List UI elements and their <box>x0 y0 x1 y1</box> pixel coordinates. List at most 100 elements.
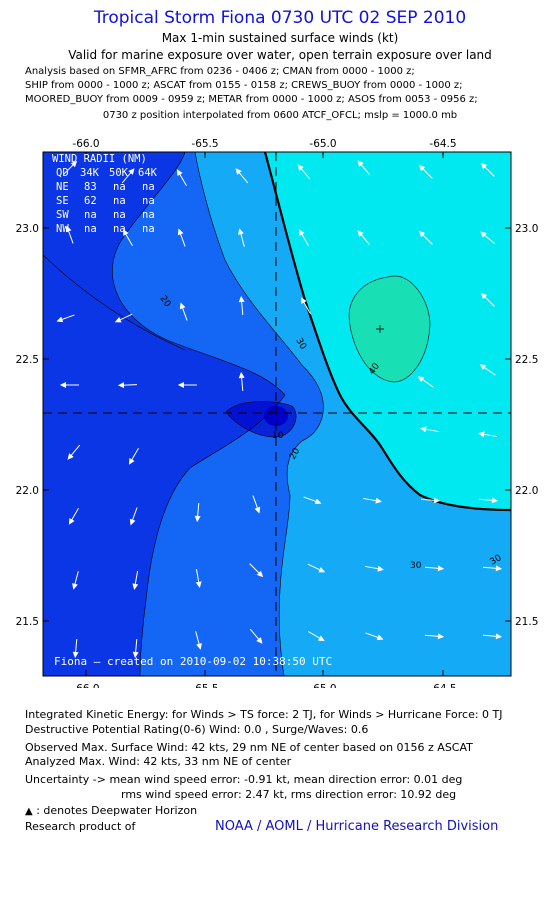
wind-arrow-head <box>376 634 384 641</box>
max-wind-area <box>349 275 430 382</box>
wind-arrow-head <box>132 583 139 590</box>
band-10-20 <box>43 152 285 676</box>
wind-radii-cell: na <box>142 181 155 193</box>
wind-radii-cell: na <box>142 223 155 235</box>
wind-arrow-head <box>480 231 487 238</box>
wind-arrow-head <box>128 168 135 175</box>
lat-tick-left: 23.0 <box>16 223 39 235</box>
wind-arrow-head <box>420 426 427 433</box>
lon-ticks-bottom: -66.0 -65.5 -65.0 -64.5 <box>72 683 456 688</box>
wind-radii-header: 64K <box>138 167 158 179</box>
lon-tick-bottom: -66.0 <box>72 683 99 688</box>
uncertainty-line-2: rms wind speed error: 2.47 kt, rms direc… <box>121 788 457 801</box>
wind-arrow-head <box>491 497 499 504</box>
wind-arrow-head <box>375 497 382 504</box>
wind-arrow-head <box>59 382 67 388</box>
contour-label-30b: 30 <box>410 561 422 571</box>
wind-arrow-head <box>114 316 122 323</box>
wind-radii-header: 50K <box>109 167 129 179</box>
wind-arrow-head <box>298 229 305 237</box>
lon-tick-bottom: -65.0 <box>309 683 336 688</box>
axis-ticks <box>43 152 511 676</box>
wind-arrow-head <box>256 637 263 644</box>
wind-arrow-head <box>478 431 485 438</box>
wind-arrow-head <box>377 565 384 572</box>
lat-ticks-right: 23.0 22.5 22.0 21.5 <box>515 223 538 628</box>
ts-force-contour <box>263 152 511 512</box>
plot-frame <box>42 151 512 677</box>
lat-tick-left: 22.0 <box>16 485 39 497</box>
wind-arrow-head <box>177 382 185 388</box>
analysis-line-2: SHIP from 0000 - 1000 z; ASCAT from 0155… <box>25 80 463 91</box>
wind-arrow-head <box>437 565 445 572</box>
wind-arrow-head <box>195 581 202 588</box>
wind-arrow-head <box>179 302 186 310</box>
max-wind-marker <box>376 325 384 333</box>
wind-radii-header: 34K <box>80 167 100 179</box>
lon-tick-top: -65.0 <box>309 138 336 150</box>
lat-tick-left: 21.5 <box>16 616 39 628</box>
wind-radii-cell: na <box>113 181 126 193</box>
noaa-credit-link[interactable]: NOAA / AOML / Hurricane Research Divisio… <box>215 819 499 834</box>
center-crosshair <box>43 152 511 676</box>
research-label: Research product of <box>25 820 136 833</box>
wind-arrow-head <box>194 515 201 523</box>
wind-radii-cell: 62 <box>84 195 97 207</box>
wind-radii-cell: SE <box>56 195 69 207</box>
lat-tick-right: 23.0 <box>515 223 538 235</box>
analysis-line-1: Analysis based on SFMR_AFRC from 0236 - … <box>25 66 415 77</box>
wind-arrow-head <box>65 225 72 233</box>
wind-arrow-head <box>72 651 79 659</box>
wind-radii-cell: na <box>142 209 155 221</box>
wind-arrow-head <box>357 160 364 167</box>
wind-arrow-head <box>117 382 125 389</box>
lon-ticks-top: -66.0 -65.5 -65.0 -64.5 <box>72 138 456 150</box>
wind-arrow-head <box>256 570 264 578</box>
wind-arrow-head <box>70 160 78 168</box>
deepwater-legend-text: : denotes Deepwater Horizon <box>36 804 198 817</box>
wind-arrow-head <box>177 228 184 236</box>
wind-arrow-head <box>129 518 136 526</box>
dpr-line: Destructive Potential Rating(0-6) Wind: … <box>25 723 369 736</box>
wind-radii-cell: SW <box>56 209 69 221</box>
validity-note: Valid for marine exposure over water, op… <box>68 48 492 62</box>
position-note: 0730 z position interpolated from 0600 A… <box>102 110 458 121</box>
wind-arrow-head <box>128 457 135 465</box>
wind-arrow-head <box>238 295 245 303</box>
wind-arrow-head <box>418 164 426 172</box>
lat-tick-right: 22.5 <box>515 354 538 366</box>
wind-arrow-head <box>254 506 261 514</box>
wind-radii-cell: 83 <box>84 181 97 193</box>
wind-radii-header: QD <box>56 167 69 179</box>
map-title: Tropical Storm Fiona 0730 UTC 02 SEP 201… <box>93 8 467 28</box>
lat-tick-right: 21.5 <box>515 616 538 628</box>
lon-tick-bottom: -64.5 <box>429 683 456 688</box>
wind-radii-cell: na <box>142 195 155 207</box>
wind-arrow-head <box>196 643 202 650</box>
contour-label-10: 10 <box>272 431 284 441</box>
uncertainty-line-1: Uncertainty -> mean wind speed error: -0… <box>25 773 463 786</box>
wind-map: 10 20 20 30 30 30 40 -66.0 -65.5 -65.0 -… <box>16 138 539 688</box>
wind-arrow-head <box>437 633 445 640</box>
ike-line: Integrated Kinetic Energy: for Winds > T… <box>25 708 503 721</box>
wind-radii-cell: NW <box>56 223 69 235</box>
wind-field <box>43 152 511 676</box>
lat-tick-right: 22.0 <box>515 485 538 497</box>
lon-tick-top: -65.5 <box>191 138 218 150</box>
wind-arrow-head <box>417 376 425 383</box>
analysis-line-3: MOORED_BUOY from 0009 - 0959 z; METAR fr… <box>25 94 478 105</box>
created-label: Fiona – created on 2010-09-02 10:38:50 U… <box>54 655 332 668</box>
oil-rig-icon: ▲ <box>25 806 33 817</box>
lon-tick-top: -64.5 <box>429 138 456 150</box>
wind-radii-cell: na <box>113 195 126 207</box>
wind-arrow-head <box>56 316 64 323</box>
lat-tick-left: 22.5 <box>16 354 39 366</box>
observed-max-line: Observed Max. Surface Wind: 42 kts, 29 n… <box>25 741 473 754</box>
wind-arrow-head <box>68 517 75 525</box>
lat-ticks-left: 23.0 22.5 22.0 21.5 <box>16 223 39 628</box>
wind-radii-cell: NE <box>56 181 69 193</box>
lon-tick-top: -66.0 <box>72 138 99 150</box>
wind-arrow-head <box>495 633 503 640</box>
wind-arrow-head <box>495 565 503 572</box>
wind-radii-cell: na <box>113 209 126 221</box>
